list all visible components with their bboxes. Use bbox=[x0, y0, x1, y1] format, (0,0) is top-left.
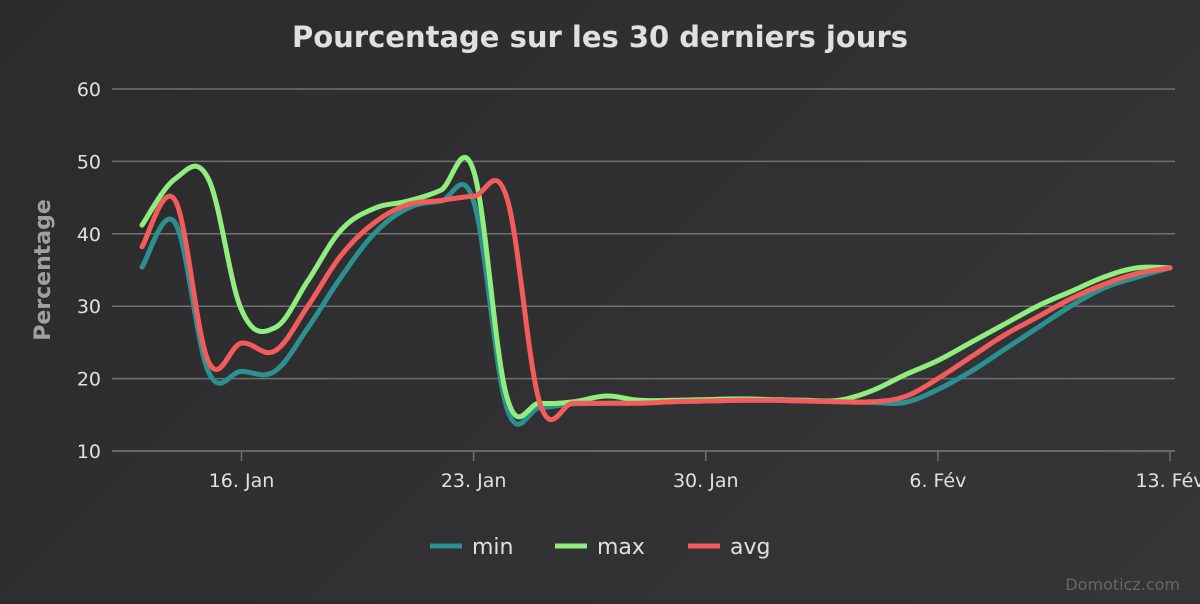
x-tick-label: 6. Fév bbox=[909, 470, 966, 492]
legend-item-max[interactable]: max bbox=[555, 535, 645, 560]
y-axis-title: Percentage bbox=[31, 199, 56, 341]
legend-label: min bbox=[472, 535, 514, 560]
y-tick-label: 40 bbox=[77, 224, 101, 246]
series-line-avg[interactable] bbox=[139, 178, 1173, 423]
y-tick-label: 60 bbox=[77, 79, 101, 101]
x-tick-label: 13. Fév bbox=[1135, 470, 1200, 492]
watermark[interactable]: Domoticz.com bbox=[1065, 575, 1180, 594]
x-tick-label: 23. Jan bbox=[441, 470, 507, 492]
x-tick-label: 16. Jan bbox=[209, 470, 275, 492]
legend-label: max bbox=[597, 535, 645, 560]
y-tick-label: 50 bbox=[77, 151, 101, 173]
series-line-max[interactable] bbox=[139, 154, 1173, 420]
y-tick-label: 10 bbox=[77, 441, 101, 463]
chart-title: Pourcentage sur les 30 derniers jours bbox=[292, 20, 908, 54]
legend-item-min[interactable]: min bbox=[430, 535, 514, 560]
axes: 10 20 30 40 50 60 16. Jan 23. Jan 30. Jan 6. Fév 1… bbox=[77, 79, 1200, 492]
legend-item-avg[interactable]: avg bbox=[688, 535, 770, 560]
y-tick-label: 20 bbox=[77, 369, 101, 391]
legend: min max avg bbox=[430, 535, 770, 560]
y-tick-label: 30 bbox=[77, 296, 101, 318]
legend-label: avg bbox=[730, 535, 770, 560]
series-lines bbox=[139, 154, 1173, 427]
x-tick-label: 30. Jan bbox=[673, 470, 739, 492]
grid bbox=[112, 88, 1175, 452]
